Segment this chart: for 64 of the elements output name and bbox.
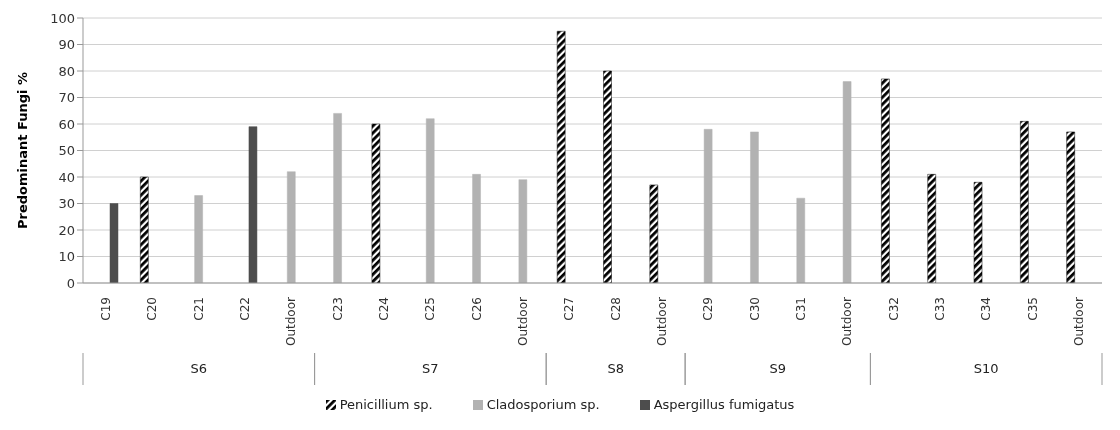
y-tick-label: 40 bbox=[58, 169, 75, 185]
bar bbox=[248, 126, 258, 283]
bar bbox=[371, 123, 381, 283]
legend-label: Aspergillus fumigatus bbox=[653, 397, 795, 412]
x-tick-label: C23 bbox=[330, 297, 345, 321]
bar bbox=[109, 203, 119, 283]
bar bbox=[472, 174, 481, 283]
bar bbox=[194, 195, 203, 283]
bar bbox=[881, 78, 890, 283]
bar bbox=[518, 179, 528, 283]
x-tick-label: C24 bbox=[377, 297, 392, 321]
bar bbox=[287, 171, 296, 283]
text: S10 bbox=[972, 361, 1000, 376]
x-tick-label: C29 bbox=[701, 297, 716, 321]
x-tick-label: C33 bbox=[932, 297, 947, 321]
bar bbox=[927, 174, 936, 283]
x-tick-label: C32 bbox=[886, 297, 901, 321]
text: S8 bbox=[606, 361, 625, 376]
bar bbox=[603, 70, 612, 283]
x-tick-label: Outdoor bbox=[284, 296, 299, 346]
y-tick-label: 100 bbox=[50, 10, 75, 26]
y-tick-label: 10 bbox=[58, 249, 75, 265]
y-tick-label: 20 bbox=[58, 222, 75, 238]
x-tick-label: Outdoor bbox=[840, 296, 855, 346]
bar bbox=[973, 182, 983, 283]
legend-label: Cladosporium sp. bbox=[486, 397, 600, 412]
legend-label: Penicillium sp. bbox=[339, 397, 433, 412]
text: S7 bbox=[421, 361, 440, 376]
y-tick-label: 70 bbox=[58, 90, 75, 106]
x-tick-label: C26 bbox=[469, 297, 484, 321]
x-tick-label: C30 bbox=[747, 297, 762, 321]
x-tick-label: C28 bbox=[608, 297, 623, 321]
bar bbox=[1020, 121, 1029, 283]
text: S6 bbox=[189, 361, 209, 376]
x-tick-label: Outdoor bbox=[654, 296, 669, 346]
y-tick-label: 50 bbox=[58, 143, 75, 159]
x-tick-label: Outdoor bbox=[516, 296, 531, 346]
bar bbox=[333, 113, 342, 283]
x-tick-label: C20 bbox=[145, 297, 160, 321]
y-tick-label: 30 bbox=[58, 196, 75, 212]
bar bbox=[842, 81, 852, 283]
x-tick-label: C31 bbox=[793, 297, 808, 321]
x-tick-label: C22 bbox=[238, 297, 253, 321]
x-tick-label: C35 bbox=[1025, 297, 1040, 321]
x-tick-label: C19 bbox=[99, 297, 114, 321]
bar bbox=[425, 118, 435, 283]
bar bbox=[140, 176, 149, 283]
bar bbox=[703, 129, 713, 283]
bar bbox=[796, 197, 806, 283]
x-tick-label: C21 bbox=[191, 297, 206, 321]
bar bbox=[1066, 131, 1075, 283]
x-tick-label: Outdoor bbox=[1071, 296, 1086, 346]
x-tick-label: C27 bbox=[562, 297, 577, 321]
x-tick-label: C25 bbox=[423, 297, 438, 321]
x-tick-label: C34 bbox=[979, 297, 994, 321]
y-tick-label: 80 bbox=[58, 63, 75, 79]
bar bbox=[750, 131, 759, 283]
y-axis-title: Predominant Fungi % bbox=[14, 71, 30, 230]
text: S9 bbox=[768, 361, 788, 376]
y-tick-label: 90 bbox=[58, 37, 75, 53]
bar bbox=[556, 31, 566, 283]
y-tick-label: 0 bbox=[66, 275, 75, 291]
y-tick-label: 60 bbox=[58, 116, 75, 132]
bar bbox=[649, 184, 659, 283]
